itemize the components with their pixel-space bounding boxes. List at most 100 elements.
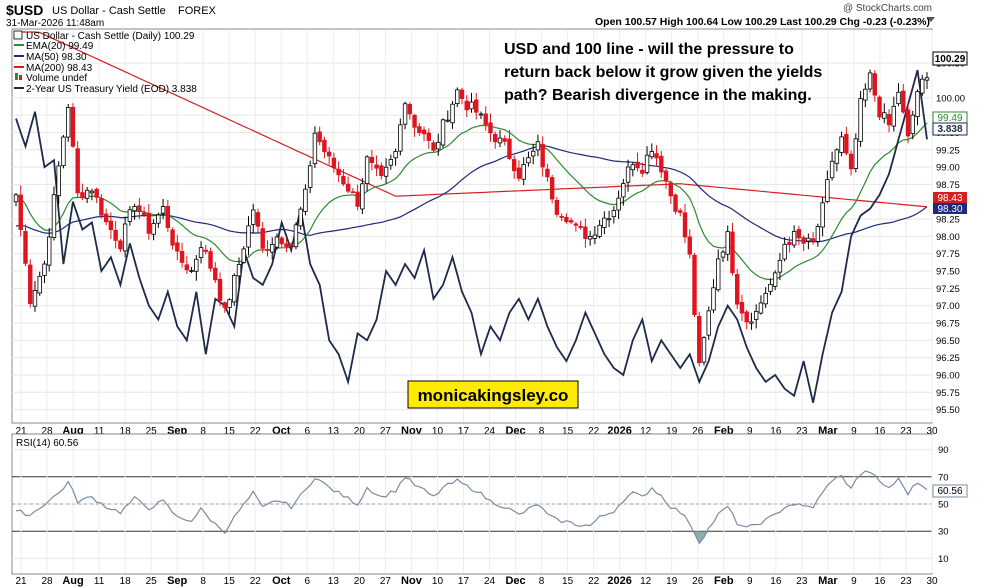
candle-body bbox=[839, 136, 844, 153]
candle-body bbox=[345, 183, 351, 192]
x-tick-label: 9 bbox=[747, 426, 753, 437]
candle-body bbox=[464, 100, 469, 111]
rsi-tick-label: 30 bbox=[938, 527, 949, 538]
rsi-line bbox=[15, 470, 928, 545]
candle-body bbox=[160, 206, 166, 214]
candle-body bbox=[222, 302, 227, 308]
price-tick-label: 98.00 bbox=[936, 232, 960, 243]
candle-body bbox=[317, 131, 322, 143]
candle-body bbox=[635, 161, 640, 169]
candle-body bbox=[735, 274, 740, 305]
candle-body bbox=[791, 231, 797, 246]
candle-body bbox=[213, 267, 218, 281]
candle-body bbox=[768, 283, 773, 292]
candle-body bbox=[716, 258, 721, 291]
candle-body bbox=[896, 91, 901, 105]
candle-body bbox=[474, 99, 479, 113]
candle-body bbox=[28, 264, 33, 304]
candle-body bbox=[355, 191, 360, 207]
candle-body bbox=[374, 164, 379, 169]
x-tick-label: 30 bbox=[926, 426, 938, 437]
candle-body bbox=[549, 177, 555, 200]
x-tick-label: 23 bbox=[900, 426, 912, 437]
candle-body bbox=[94, 188, 99, 198]
candle-body bbox=[388, 159, 394, 166]
price-tick-label: 97.50 bbox=[936, 267, 960, 278]
candle-body bbox=[47, 236, 52, 266]
x-tick-label: 20 bbox=[354, 426, 366, 437]
candle-body bbox=[241, 248, 246, 263]
candle-body bbox=[336, 168, 341, 176]
candle-body bbox=[554, 199, 560, 215]
candle-body bbox=[905, 109, 911, 137]
candle-body bbox=[350, 191, 356, 194]
x-tick-label: 16 bbox=[874, 426, 886, 437]
candle-body bbox=[298, 208, 303, 227]
candle-body bbox=[630, 164, 636, 171]
candle-body bbox=[663, 170, 669, 182]
datetime-label: 31-Mar-2026 11:48am bbox=[6, 18, 104, 29]
candle-body bbox=[829, 160, 835, 179]
price-tick-label: 97.25 bbox=[936, 284, 960, 295]
candle-body bbox=[806, 237, 811, 242]
candle-body bbox=[184, 264, 190, 271]
x-tick-label-bottom: 10 bbox=[432, 576, 444, 587]
x-tick-label-bottom: Mar bbox=[818, 575, 838, 587]
annotation-line-3: path? Bearish divergence in the making. bbox=[504, 87, 812, 104]
x-tick-label-bottom: 23 bbox=[900, 576, 912, 587]
candle-body bbox=[251, 209, 256, 225]
candle-body bbox=[146, 212, 152, 234]
yield-2y-line bbox=[15, 69, 928, 403]
x-tick-label-bottom: 30 bbox=[926, 576, 938, 587]
candle-body bbox=[232, 275, 237, 303]
candle-body bbox=[692, 254, 697, 316]
x-tick-label: 16 bbox=[770, 426, 782, 437]
candle-body bbox=[108, 220, 114, 231]
candle-body bbox=[360, 183, 365, 210]
x-tick-label-bottom: 20 bbox=[354, 576, 366, 587]
candle-body bbox=[407, 104, 413, 115]
candle-body bbox=[488, 122, 493, 134]
annotation-line-1: USD and 100 line - will the pressure to bbox=[504, 41, 794, 58]
candle-body bbox=[749, 321, 754, 324]
price-tick-label: 99.25 bbox=[936, 145, 960, 156]
candle-body bbox=[398, 124, 403, 152]
x-tick-label-bottom: 11 bbox=[94, 576, 105, 587]
candle-body bbox=[564, 217, 569, 222]
candle-body bbox=[175, 242, 180, 252]
candle-body bbox=[127, 209, 133, 222]
candle-body bbox=[640, 169, 645, 174]
x-tick-label-bottom: 28 bbox=[41, 576, 53, 587]
candle-body bbox=[312, 132, 318, 165]
candle-body bbox=[426, 132, 431, 141]
candle-body bbox=[701, 337, 707, 363]
x-tick-label-bottom: 15 bbox=[562, 576, 574, 587]
annotation: USD and 100 line - will the pressure to … bbox=[504, 41, 822, 104]
candle-body bbox=[156, 214, 161, 224]
chevron-down-icon[interactable] bbox=[927, 17, 935, 22]
rsi-tick-label: 50 bbox=[938, 500, 949, 511]
last-price-badge: 100.29 bbox=[935, 54, 966, 65]
rsi-vertical-grid bbox=[20, 435, 933, 573]
candle-body bbox=[151, 223, 156, 235]
ma50-badge: 98.30 bbox=[937, 204, 962, 215]
legend-ma50: MA(50) 98.30 bbox=[26, 52, 87, 63]
candle-body bbox=[412, 114, 417, 128]
x-tick-label-bottom: 9 bbox=[747, 576, 753, 587]
x-tick-label-bottom: 15 bbox=[224, 576, 236, 587]
rsi-tick-label: 10 bbox=[938, 554, 949, 565]
legend-price-swatch bbox=[13, 30, 23, 40]
price-badges: 100.29 99.49 3.838 98.43 98.30 bbox=[932, 51, 968, 215]
x-tick-label-bottom: 16 bbox=[770, 576, 782, 587]
candle-body bbox=[625, 166, 631, 183]
price-tick-label: 99.00 bbox=[936, 163, 960, 174]
x-tick-label: 9 bbox=[851, 426, 857, 437]
site-label-box bbox=[407, 380, 579, 409]
candle-body bbox=[787, 241, 792, 245]
rsi-tick-label: 90 bbox=[938, 445, 949, 456]
x-tick-label-bottom: Aug bbox=[62, 575, 83, 587]
candle-body bbox=[844, 133, 849, 154]
candle-body bbox=[687, 236, 692, 255]
x-tick-label: 17 bbox=[458, 426, 470, 437]
candle-body bbox=[402, 103, 408, 125]
